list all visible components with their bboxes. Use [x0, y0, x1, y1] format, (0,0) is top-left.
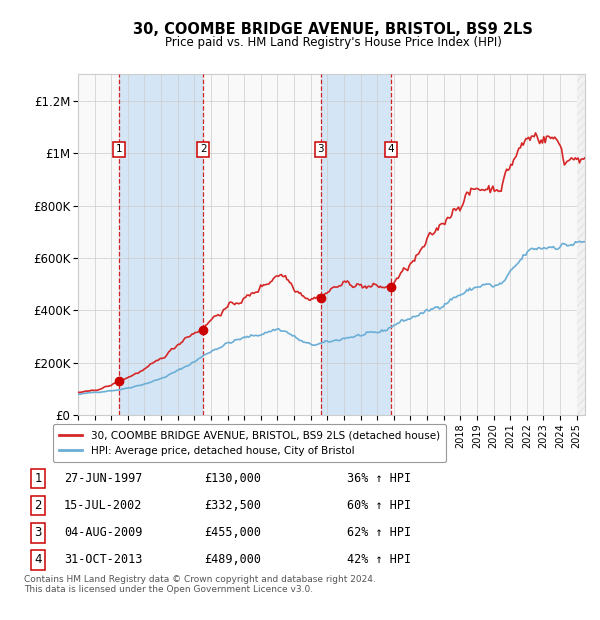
- Text: 2: 2: [34, 499, 42, 512]
- Text: £489,000: £489,000: [204, 554, 261, 567]
- Text: Contains HM Land Registry data © Crown copyright and database right 2024.
This d: Contains HM Land Registry data © Crown c…: [24, 575, 376, 594]
- Text: Price paid vs. HM Land Registry's House Price Index (HPI): Price paid vs. HM Land Registry's House …: [164, 36, 502, 49]
- Bar: [577, 74, 585, 415]
- Text: 36% ↑ HPI: 36% ↑ HPI: [347, 472, 412, 485]
- Text: 60% ↑ HPI: 60% ↑ HPI: [347, 499, 412, 512]
- Text: £332,500: £332,500: [204, 499, 261, 512]
- Text: 31-OCT-2013: 31-OCT-2013: [64, 554, 142, 567]
- Bar: [320, 74, 391, 415]
- Text: £130,000: £130,000: [204, 472, 261, 485]
- Legend: 30, COOMBE BRIDGE AVENUE, BRISTOL, BS9 2LS (detached house), HPI: Average price,: 30, COOMBE BRIDGE AVENUE, BRISTOL, BS9 2…: [53, 424, 446, 463]
- Text: 2: 2: [200, 144, 206, 154]
- Text: 4: 4: [34, 554, 42, 567]
- Text: 15-JUL-2002: 15-JUL-2002: [64, 499, 142, 512]
- Text: 04-AUG-2009: 04-AUG-2009: [64, 526, 142, 539]
- Text: 27-JUN-1997: 27-JUN-1997: [64, 472, 142, 485]
- Text: 1: 1: [34, 472, 42, 485]
- Text: 4: 4: [388, 144, 394, 154]
- Text: £455,000: £455,000: [204, 526, 261, 539]
- Bar: [119, 74, 203, 415]
- Text: 30, COOMBE BRIDGE AVENUE, BRISTOL, BS9 2LS: 30, COOMBE BRIDGE AVENUE, BRISTOL, BS9 2…: [133, 22, 533, 37]
- Bar: [577, 74, 585, 415]
- Text: 42% ↑ HPI: 42% ↑ HPI: [347, 554, 412, 567]
- Text: 3: 3: [317, 144, 324, 154]
- Text: 1: 1: [116, 144, 122, 154]
- Text: 3: 3: [34, 526, 42, 539]
- Text: 62% ↑ HPI: 62% ↑ HPI: [347, 526, 412, 539]
